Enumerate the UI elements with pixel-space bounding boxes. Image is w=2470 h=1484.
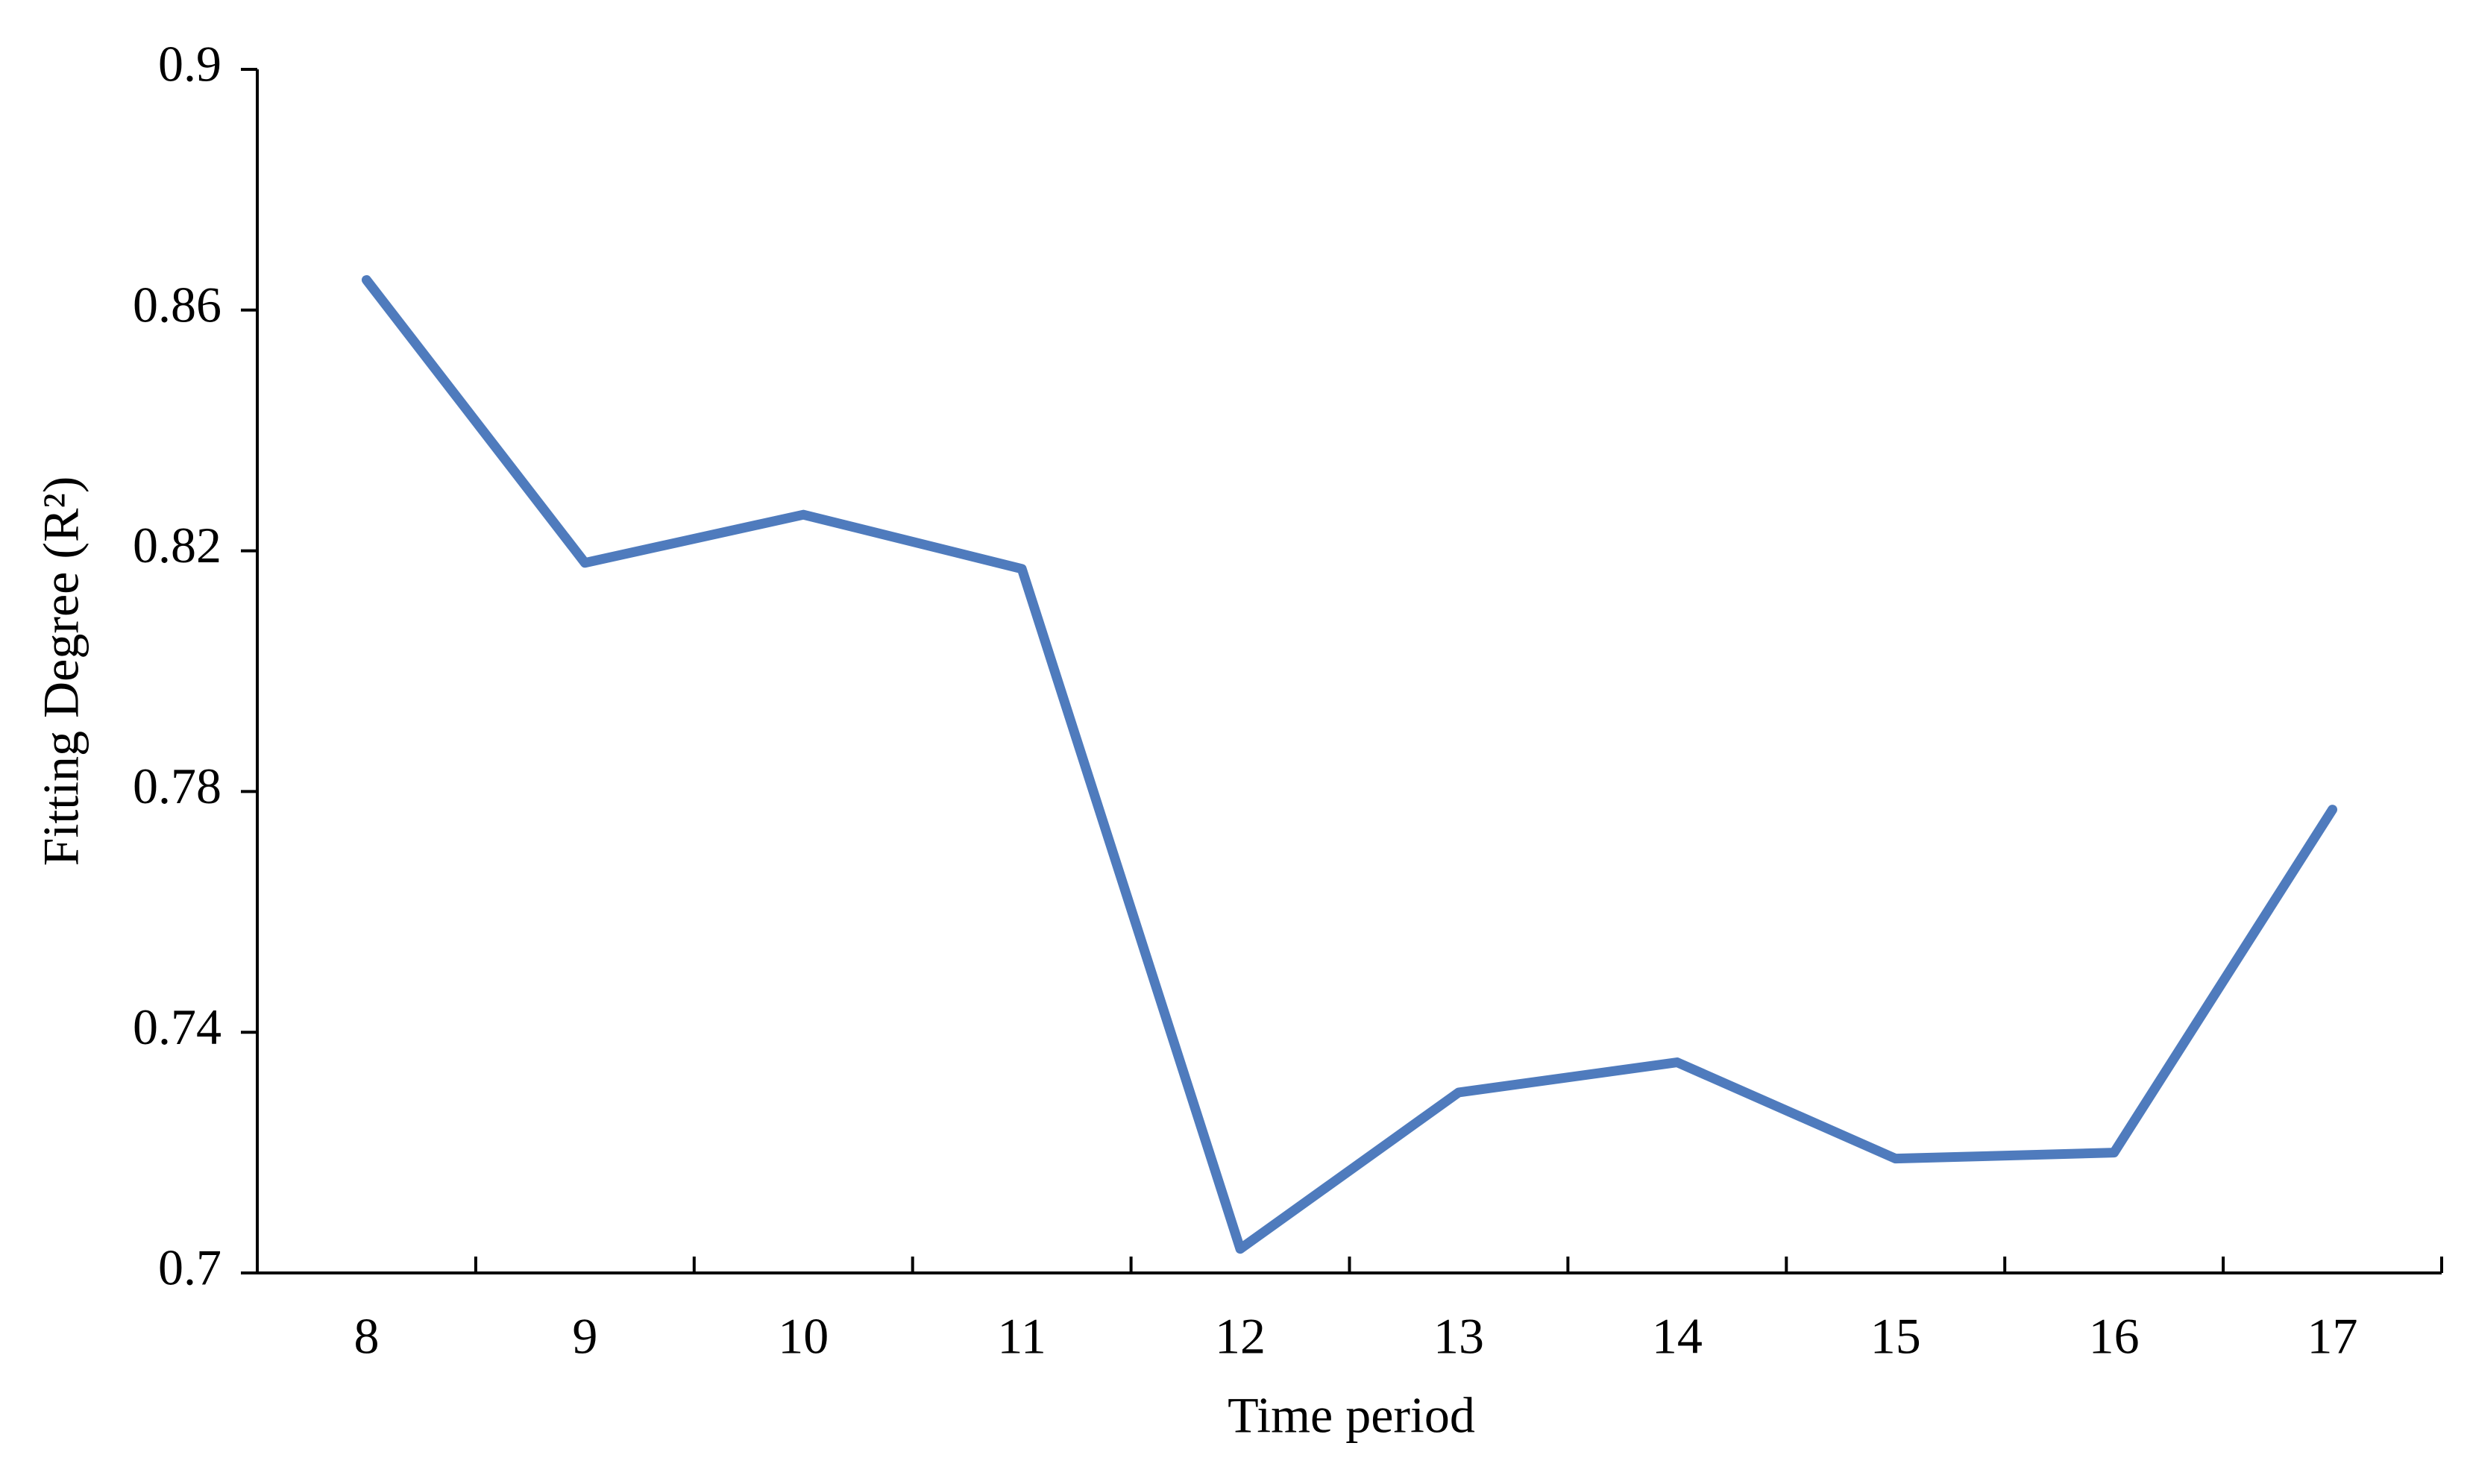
- x-tick-label: 9: [572, 1308, 597, 1365]
- x-tick-label: 16: [2089, 1308, 2140, 1365]
- x-tick-label: 13: [1433, 1308, 1484, 1365]
- y-tick-label: 0.7: [158, 1239, 221, 1296]
- y-tick-label: 0.86: [133, 276, 221, 333]
- x-axis-title: Time period: [1228, 1387, 1475, 1444]
- y-tick-label: 0.78: [133, 758, 221, 814]
- x-tick-label: 17: [2307, 1308, 2358, 1365]
- x-tick-label: 15: [1870, 1308, 1921, 1365]
- y-tick-label: 0.9: [158, 36, 221, 92]
- line-series: [361, 274, 2338, 1254]
- x-tick-label: 14: [1652, 1308, 1703, 1365]
- y-tick-label: 0.82: [133, 517, 221, 573]
- x-tick-label: 12: [1215, 1308, 1266, 1365]
- x-tick-label: 11: [997, 1308, 1046, 1365]
- x-tick-label: 10: [778, 1308, 829, 1365]
- y-tick-label: 0.74: [133, 999, 221, 1055]
- y-axis-title: Fitting Degree (R²): [33, 477, 89, 867]
- x-tick-label: 8: [353, 1308, 379, 1365]
